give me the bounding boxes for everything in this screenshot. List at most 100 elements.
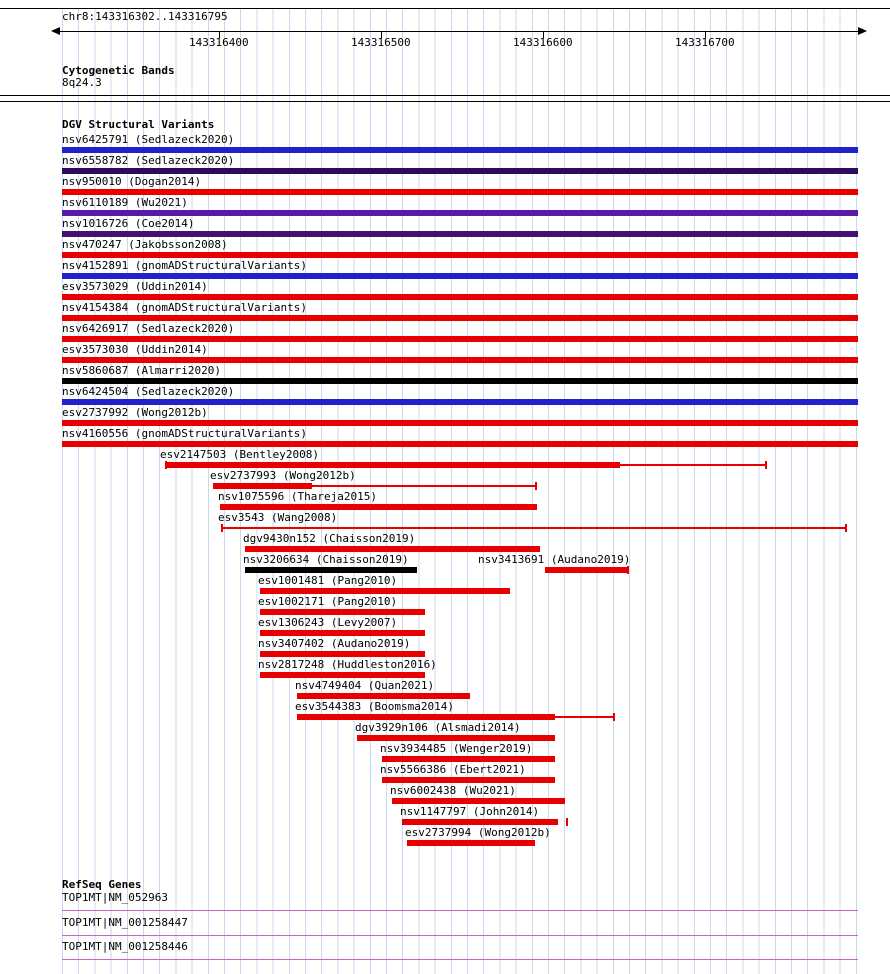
ruler-major-tick <box>381 32 382 38</box>
variant-bar[interactable] <box>260 630 425 636</box>
variant-bar[interactable] <box>62 441 858 447</box>
ruler-right-arrow-icon <box>858 27 867 35</box>
variant-label[interactable]: nsv3407402 (Audano2019) <box>258 637 411 650</box>
ruler-left-arrow-icon <box>51 27 60 35</box>
section-title-refseq-genes: RefSeq Genes <box>62 878 142 891</box>
ruler-major-tick <box>705 32 706 38</box>
gene-line[interactable] <box>62 935 858 936</box>
variant-label[interactable]: esv3573029 (Uddin2014) <box>62 280 208 293</box>
section-title-cytogenetic-bands: Cytogenetic Bands <box>62 64 175 77</box>
variant-bar[interactable] <box>260 651 425 657</box>
variant-extension-line <box>555 716 613 718</box>
variant-label[interactable]: nsv4749404 (Quan2021) <box>295 679 435 692</box>
ruler-major-tick <box>543 32 544 38</box>
gene-label[interactable]: TOP1MT|NM_001258446 <box>62 940 188 953</box>
variant-label[interactable]: nsv5860687 (Almarri2020) <box>62 364 221 377</box>
ruler-tick-label: 143316500 <box>351 36 411 49</box>
ruler-line <box>60 31 858 32</box>
variant-bar[interactable] <box>62 231 858 237</box>
variant-label[interactable]: nsv4160556 (gnomADStructuralVariants) <box>62 427 308 440</box>
variant-label[interactable]: nsv3206634 (Chaisson2019) <box>243 553 409 566</box>
variant-bar[interactable] <box>62 378 858 384</box>
variant-bar[interactable] <box>382 777 555 783</box>
variant-extension-line <box>312 485 536 487</box>
variant-label[interactable]: esv3544383 (Boomsma2014) <box>295 700 454 713</box>
variant-bar[interactable] <box>545 567 627 573</box>
variant-label[interactable]: dgv3929n106 (Alsmadi2014) <box>355 721 521 734</box>
gene-label[interactable]: TOP1MT|NM_001258447 <box>62 916 188 929</box>
variant-label[interactable]: esv2147503 (Bentley2008) <box>160 448 319 461</box>
variant-bar[interactable] <box>357 735 555 741</box>
ruler-major-tick <box>219 32 220 38</box>
variant-bar[interactable] <box>407 840 535 846</box>
variant-bar[interactable] <box>62 168 858 174</box>
variant-label[interactable]: nsv470247 (Jakobsson2008) <box>62 238 228 251</box>
variant-bar[interactable] <box>62 273 858 279</box>
variant-bar[interactable] <box>297 714 555 720</box>
variant-label[interactable]: nsv3413691 (Audano2019) <box>478 553 631 566</box>
variant-bar[interactable] <box>62 420 858 426</box>
variant-bar[interactable] <box>392 798 565 804</box>
variant-bar[interactable] <box>62 252 858 258</box>
top-border-line <box>0 8 890 9</box>
ruler-tick-label: 143316700 <box>675 36 735 49</box>
variant-bar[interactable] <box>213 483 312 489</box>
variant-bar[interactable] <box>62 315 858 321</box>
variant-bar[interactable] <box>62 294 858 300</box>
variant-label[interactable]: nsv6110189 (Wu2021) <box>62 196 188 209</box>
variant-label[interactable]: nsv3934485 (Wenger2019) <box>380 742 533 755</box>
variant-label[interactable]: esv3573030 (Uddin2014) <box>62 343 208 356</box>
variant-bar[interactable] <box>245 567 417 573</box>
variant-end-tick <box>535 482 537 490</box>
ruler-tick-label: 143316400 <box>189 36 249 49</box>
variant-label[interactable]: esv1001481 (Pang2010) <box>258 574 398 587</box>
cytoband-label[interactable]: 8q24.3 <box>62 76 102 89</box>
gene-line[interactable] <box>62 910 858 911</box>
variant-bar[interactable] <box>62 147 858 153</box>
variant-label[interactable]: dgv9430n152 (Chaisson2019) <box>243 532 416 545</box>
variant-label[interactable]: nsv1147797 (John2014) <box>400 805 540 818</box>
variant-end-tick <box>627 566 629 574</box>
variant-label[interactable]: nsv5566386 (Ebert2021) <box>380 763 526 776</box>
variant-bar[interactable] <box>165 462 620 468</box>
variant-bar[interactable] <box>62 189 858 195</box>
gene-label[interactable]: TOP1MT|NM_052963 <box>62 891 168 904</box>
variant-label[interactable]: esv1002171 (Pang2010) <box>258 595 398 608</box>
variant-label[interactable]: nsv6002438 (Wu2021) <box>390 784 516 797</box>
variant-label[interactable]: nsv6558782 (Sedlazeck2020) <box>62 154 235 167</box>
variant-label[interactable]: nsv6426917 (Sedlazeck2020) <box>62 322 235 335</box>
variant-bar[interactable] <box>260 672 425 678</box>
variant-bar[interactable] <box>62 399 858 405</box>
region-label: chr8:143316302..143316795 <box>62 10 228 23</box>
variant-bar[interactable] <box>62 357 858 363</box>
variant-label[interactable]: nsv1016726 (Coe2014) <box>62 217 195 230</box>
gene-line[interactable] <box>62 959 858 960</box>
variant-bar[interactable] <box>260 588 510 594</box>
variant-label[interactable]: nsv1075596 (Thareja2015) <box>218 490 377 503</box>
variant-bar[interactable] <box>382 756 555 762</box>
variant-bar[interactable] <box>260 609 425 615</box>
variant-label[interactable]: nsv2817248 (Huddleston2016) <box>258 658 437 671</box>
variant-bar[interactable] <box>221 527 847 529</box>
variant-label[interactable]: esv2737994 (Wong2012b) <box>405 826 551 839</box>
variant-label[interactable]: nsv4152891 (gnomADStructuralVariants) <box>62 259 308 272</box>
cytoband-track-bottom-line <box>0 101 890 102</box>
variant-bar[interactable] <box>245 546 540 552</box>
variant-bar[interactable] <box>402 819 558 825</box>
variant-label[interactable]: esv2737993 (Wong2012b) <box>210 469 356 482</box>
variant-end-tick <box>613 713 615 721</box>
variant-bar[interactable] <box>62 336 858 342</box>
variant-bar[interactable] <box>220 504 537 510</box>
variant-label[interactable]: esv1306243 (Levy2007) <box>258 616 398 629</box>
variant-label[interactable]: nsv6424504 (Sedlazeck2020) <box>62 385 235 398</box>
variant-end-tick <box>845 524 847 532</box>
variant-bar[interactable] <box>62 210 858 216</box>
variant-label[interactable]: nsv6425791 (Sedlazeck2020) <box>62 133 235 146</box>
variant-label[interactable]: esv2737992 (Wong2012b) <box>62 406 208 419</box>
variant-bar[interactable] <box>297 693 470 699</box>
cytoband-track-top-line <box>0 95 890 96</box>
variant-label[interactable]: nsv4154384 (gnomADStructuralVariants) <box>62 301 308 314</box>
variant-label[interactable]: esv3543 (Wang2008) <box>218 511 338 524</box>
variant-label[interactable]: nsv950010 (Dogan2014) <box>62 175 202 188</box>
